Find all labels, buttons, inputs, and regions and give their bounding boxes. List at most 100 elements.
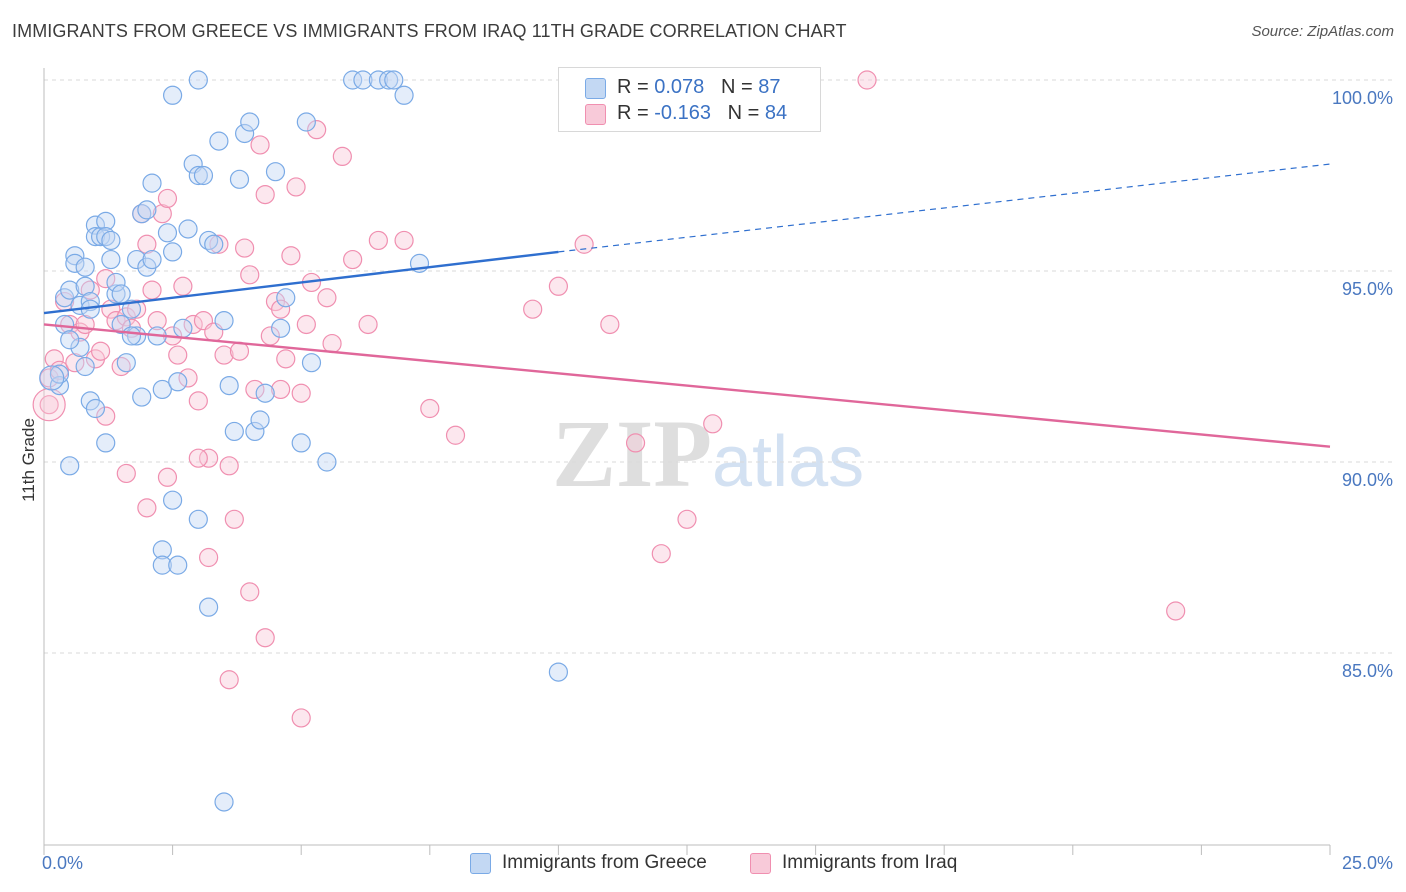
iraq-point (255, 185, 275, 205)
iraq-point (240, 265, 260, 285)
iraq-point (271, 299, 291, 319)
greece-point (137, 200, 157, 220)
greece-point (188, 70, 208, 90)
iraq-point (147, 311, 167, 331)
iraq-point (90, 341, 111, 361)
y-tick-label: 85.0% (1342, 661, 1393, 681)
greece-point (70, 337, 90, 357)
iraq-point (240, 582, 260, 602)
iraq-point (39, 395, 59, 415)
iraq-point (625, 433, 646, 453)
greece-point (291, 433, 311, 453)
greece-point (368, 70, 388, 90)
iraq-point (281, 246, 301, 266)
x-tick-label: 0.0% (42, 853, 83, 873)
iraq-point (250, 135, 270, 155)
iraq-point (317, 288, 337, 308)
iraq-point (214, 345, 234, 365)
greece-point (384, 70, 404, 90)
greece-point (106, 272, 126, 293)
iraq-point (157, 467, 178, 487)
greece-point (193, 165, 214, 186)
greece-point (126, 249, 147, 270)
y-axis-label: 11th Grade (19, 418, 38, 502)
greece-point (157, 223, 178, 243)
greece-point (101, 230, 121, 251)
greece-point (96, 227, 116, 247)
greece-points (39, 70, 569, 812)
iraq-point (219, 670, 239, 690)
iraq-point (291, 708, 311, 728)
greece-point (548, 662, 569, 682)
iraq-point (142, 280, 162, 300)
iraq-point (116, 463, 136, 484)
iraq-point (137, 498, 157, 518)
greece-point (85, 398, 106, 419)
greece-point (235, 123, 255, 144)
greece-point (394, 85, 414, 105)
iraq-point (322, 333, 342, 354)
greece-point (132, 204, 152, 224)
greece-point (188, 165, 208, 186)
y-tick-label: 95.0% (1342, 279, 1393, 299)
bottom-legend-label-greece: Immigrants from Greece (502, 852, 707, 873)
greece-point (219, 376, 239, 396)
grid-lines (44, 79, 1395, 654)
iraq-point (548, 276, 569, 296)
x-tick-label: 25.0% (1342, 853, 1393, 873)
greece-point (163, 242, 183, 262)
axes (43, 68, 1331, 855)
y-tick-label: 90.0% (1342, 470, 1393, 490)
greece-point (214, 792, 234, 812)
iraq-point (96, 406, 116, 426)
y-tick-label: 100.0% (1332, 88, 1393, 108)
iraq-trend-line (43, 323, 1331, 448)
legend-swatch-greece (585, 78, 606, 99)
greece-point (188, 509, 208, 529)
chart-source: Source: ZipAtlas.com (1251, 23, 1394, 40)
iraq-point (224, 509, 244, 529)
iraq-point (677, 509, 697, 529)
legend-r-value-iraq: -0.163 (654, 102, 711, 124)
greece-point (75, 257, 95, 277)
greece-point (142, 173, 162, 193)
greece-point (245, 421, 265, 442)
iraq-point (291, 383, 311, 403)
greece-point (75, 276, 95, 296)
iraq-point (44, 349, 64, 369)
iraq-point (394, 230, 414, 251)
iraq-point (157, 188, 178, 209)
greece-point (60, 330, 80, 350)
greece-point (276, 288, 296, 308)
iraq-point (343, 249, 363, 270)
legend-r-label-greece: R = (617, 76, 655, 98)
greece-point (224, 421, 244, 442)
legend-label-greece: R = 0.078 N = 87 (617, 76, 780, 99)
iraq-point (245, 379, 265, 400)
legend-r-value-greece: 0.078 (654, 76, 705, 98)
iraq-point (188, 391, 208, 411)
legend-n-value-greece: 87 (758, 76, 781, 98)
iraq-point (111, 356, 131, 377)
greece-point (209, 131, 229, 151)
greece-point (255, 383, 275, 403)
iraq-point (137, 234, 157, 254)
greece-point (353, 70, 373, 90)
greece-point (379, 70, 399, 90)
greece-point (163, 490, 183, 510)
iraq-point (80, 280, 100, 300)
greece-point (343, 70, 363, 90)
iraq-point (173, 276, 193, 296)
greece-point (271, 318, 291, 338)
greece-point (75, 356, 95, 377)
greece-point (132, 387, 152, 407)
iraq-point (152, 204, 172, 224)
greece-point (229, 169, 250, 189)
legend-swatch-iraq (585, 104, 606, 125)
greece-point (240, 112, 260, 132)
iraq-point (229, 341, 250, 361)
iraq-point (651, 544, 671, 564)
legend-n-label-iraq: N = (727, 102, 765, 124)
greece-point (317, 452, 337, 472)
